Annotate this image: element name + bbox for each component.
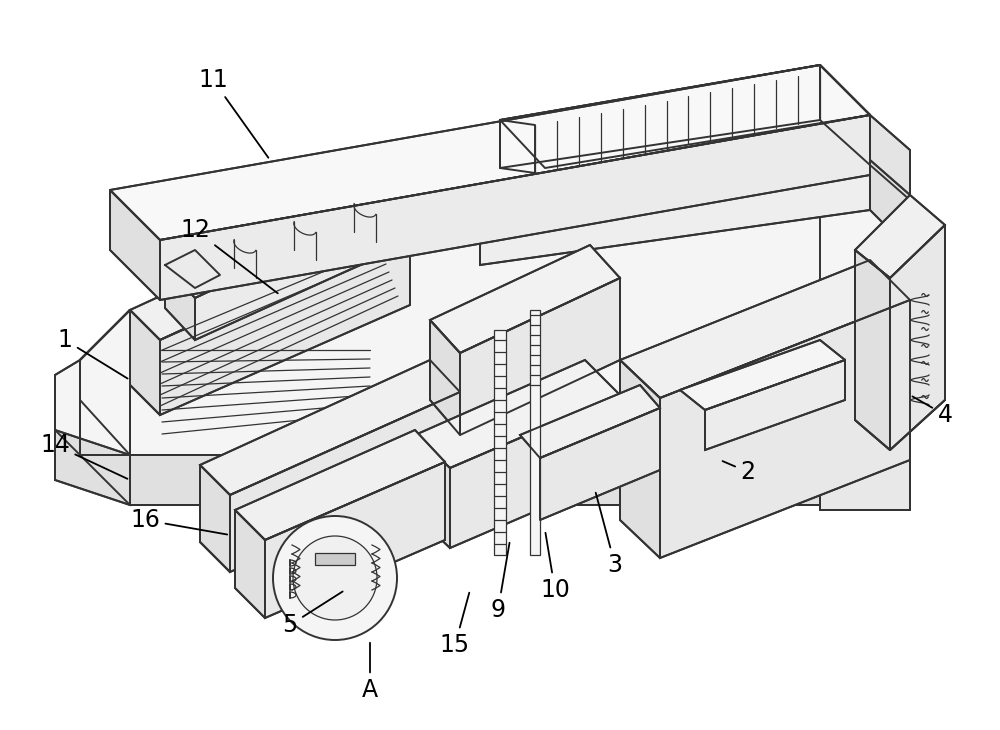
Polygon shape bbox=[195, 195, 415, 340]
Text: 11: 11 bbox=[198, 68, 268, 158]
Polygon shape bbox=[55, 430, 130, 505]
Text: 4: 4 bbox=[912, 396, 952, 427]
Polygon shape bbox=[530, 310, 540, 555]
Text: 3: 3 bbox=[596, 493, 622, 577]
Polygon shape bbox=[520, 385, 660, 458]
Polygon shape bbox=[110, 65, 870, 240]
Text: 10: 10 bbox=[540, 533, 570, 602]
Polygon shape bbox=[130, 195, 410, 340]
Polygon shape bbox=[705, 360, 845, 450]
Polygon shape bbox=[430, 245, 620, 353]
Polygon shape bbox=[55, 310, 130, 455]
Polygon shape bbox=[415, 435, 450, 548]
Polygon shape bbox=[130, 455, 820, 505]
Polygon shape bbox=[870, 160, 910, 250]
Polygon shape bbox=[315, 553, 355, 565]
Polygon shape bbox=[460, 278, 620, 435]
Text: 9: 9 bbox=[490, 542, 510, 622]
Polygon shape bbox=[235, 510, 265, 618]
Text: 5: 5 bbox=[282, 591, 343, 637]
Polygon shape bbox=[500, 120, 535, 173]
Circle shape bbox=[273, 516, 397, 640]
Circle shape bbox=[293, 536, 377, 620]
Polygon shape bbox=[660, 300, 910, 558]
Text: 12: 12 bbox=[180, 218, 278, 293]
Polygon shape bbox=[680, 340, 845, 410]
Text: 15: 15 bbox=[440, 593, 470, 657]
Polygon shape bbox=[165, 160, 415, 298]
Polygon shape bbox=[200, 360, 460, 495]
Polygon shape bbox=[200, 465, 230, 572]
Text: 1: 1 bbox=[58, 328, 128, 379]
Polygon shape bbox=[80, 120, 910, 455]
Polygon shape bbox=[80, 310, 130, 455]
Text: 16: 16 bbox=[130, 508, 227, 534]
Polygon shape bbox=[230, 392, 460, 572]
Polygon shape bbox=[855, 250, 890, 450]
Text: 14: 14 bbox=[40, 433, 127, 479]
Polygon shape bbox=[265, 462, 445, 618]
Polygon shape bbox=[160, 225, 410, 415]
Polygon shape bbox=[110, 190, 160, 300]
Polygon shape bbox=[870, 115, 910, 200]
Polygon shape bbox=[820, 120, 910, 510]
Polygon shape bbox=[620, 260, 910, 398]
Polygon shape bbox=[480, 160, 870, 265]
Polygon shape bbox=[890, 225, 945, 450]
Polygon shape bbox=[820, 65, 870, 165]
Polygon shape bbox=[165, 265, 195, 340]
Polygon shape bbox=[494, 330, 506, 555]
Polygon shape bbox=[620, 360, 660, 558]
Polygon shape bbox=[490, 115, 870, 218]
Text: A: A bbox=[362, 643, 378, 702]
Polygon shape bbox=[415, 360, 620, 468]
Polygon shape bbox=[500, 65, 870, 168]
Polygon shape bbox=[160, 115, 870, 300]
Polygon shape bbox=[540, 408, 660, 520]
Polygon shape bbox=[130, 310, 160, 415]
Polygon shape bbox=[165, 250, 220, 288]
Polygon shape bbox=[235, 430, 445, 540]
Polygon shape bbox=[855, 195, 945, 278]
Polygon shape bbox=[430, 320, 460, 435]
Polygon shape bbox=[450, 395, 620, 548]
Text: 2: 2 bbox=[723, 460, 756, 484]
